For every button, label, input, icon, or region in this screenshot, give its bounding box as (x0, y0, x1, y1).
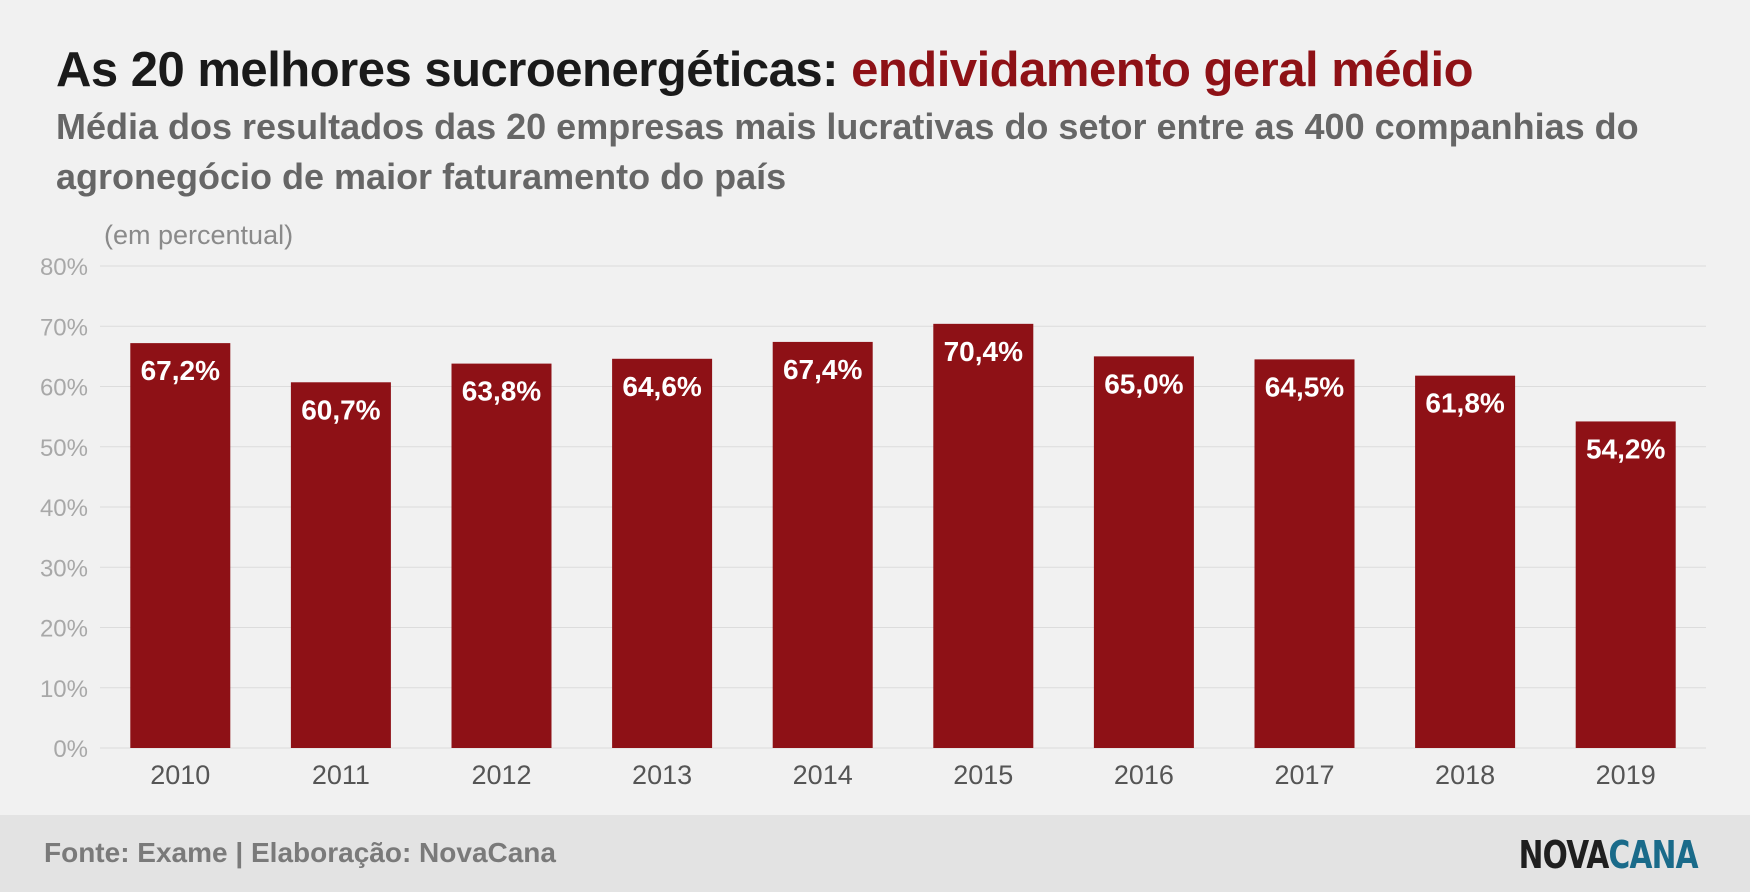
data-label: 67,4% (783, 354, 862, 385)
x-tick-label: 2017 (1274, 760, 1334, 790)
bar (451, 363, 552, 748)
bar (1093, 356, 1194, 748)
y-tick-label: 50% (40, 435, 88, 462)
novacana-logo: NOVACANA (1518, 833, 1699, 877)
data-label: 61,8% (1425, 388, 1504, 419)
y-tick-label: 30% (40, 555, 88, 582)
data-label: 64,5% (1265, 371, 1344, 402)
data-label: 63,8% (462, 376, 541, 407)
bar (1415, 375, 1516, 748)
x-tick-label: 2019 (1596, 760, 1656, 790)
y-tick-label: 60% (40, 375, 88, 402)
chart-title: As 20 melhores sucroenergéticas: endivid… (56, 42, 1474, 98)
data-label: 60,7% (301, 394, 380, 425)
logo-part-nova: NOVA (1518, 833, 1610, 877)
data-label: 65,0% (1104, 368, 1183, 399)
chart-title-main: As 20 melhores sucroenergéticas: (56, 43, 852, 97)
y-tick-label: 20% (40, 616, 88, 643)
x-tick-label: 2012 (471, 760, 531, 790)
bar (933, 323, 1034, 748)
unit-note: (em percentual) (104, 220, 293, 250)
data-label: 64,6% (622, 371, 701, 402)
x-tick-label: 2014 (793, 760, 853, 790)
y-tick-label: 80% (40, 254, 88, 281)
chart-title-highlight: endividamento geral médio (851, 43, 1474, 97)
source-text: Fonte: Exame | Elaboração: NovaCana (44, 837, 556, 868)
chart-area: 0% 10% 20% 30% 40% 50% 60% 70% 80% 67,2% 60,7% 63,… (0, 200, 1750, 800)
y-axis-ticks: 0% 10% 20% 30% 40% 50% 60% 70% 80% (40, 254, 88, 763)
x-tick-label: 2018 (1435, 760, 1495, 790)
y-tick-label: 10% (40, 676, 88, 703)
x-tick-label: 2015 (953, 760, 1013, 790)
data-label: 54,2% (1586, 433, 1665, 464)
x-tick-label: 2016 (1114, 760, 1174, 790)
bar (772, 341, 873, 748)
data-label: 67,2% (141, 355, 220, 386)
chart-subtitle: Média dos resultados das 20 empresas mai… (56, 106, 1639, 197)
data-labels: 67,2% 60,7% 63,8% 64,6% 67,4% 70,4% 65,0% 64,5%… (141, 336, 1666, 465)
x-axis-ticks: 2010 2011 2012 2013 2014 2015 2016 2017 2018 2019 (150, 760, 1655, 790)
footer: Fonte: Exame | Elaboração: NovaCana NOVA… (0, 815, 1750, 892)
bar (290, 382, 391, 748)
y-tick-label: 0% (53, 736, 88, 763)
bar (130, 343, 231, 748)
bar (1575, 421, 1676, 748)
x-tick-label: 2011 (312, 760, 370, 790)
bars (130, 323, 1676, 748)
bar (612, 358, 713, 748)
y-tick-label: 40% (40, 495, 88, 522)
x-tick-label: 2013 (632, 760, 692, 790)
y-tick-label: 70% (40, 314, 88, 341)
bar-chart: 0% 10% 20% 30% 40% 50% 60% 70% 80% 67,2% 60,7% 63,… (40, 220, 1706, 790)
logo-part-cana: CANA (1608, 833, 1699, 877)
data-label: 70,4% (944, 336, 1023, 367)
x-tick-label: 2010 (150, 760, 210, 790)
bar (1254, 359, 1355, 748)
